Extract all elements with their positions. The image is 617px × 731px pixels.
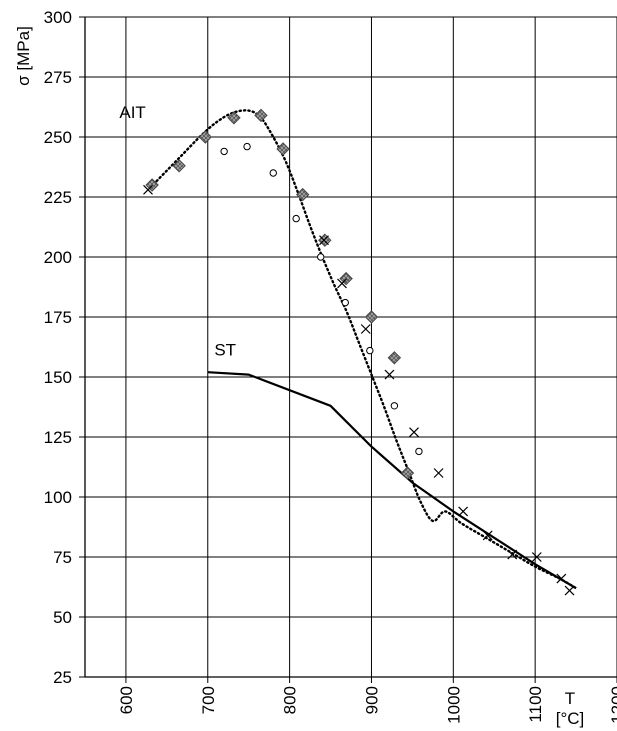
x-axis-unit: [°C]: [556, 709, 585, 728]
x-axis-symbol: T: [565, 689, 575, 708]
marker-diamond: [227, 111, 241, 125]
curve-label-st: ST: [214, 340, 236, 359]
axes: [79, 16, 617, 683]
y-tick-label: 300: [44, 8, 72, 27]
y-tick-label: 75: [53, 548, 72, 567]
curve-label-ait: AIT: [119, 103, 145, 122]
marker-circle: [243, 142, 251, 151]
x-tick-label: 600: [117, 686, 136, 714]
marker-cross: [482, 530, 493, 541]
y-tick-label: 125: [44, 428, 72, 447]
x-tick-label: 1100: [526, 686, 545, 723]
marker-circle: [366, 346, 374, 355]
y-axis-label: σ [MPa]: [14, 26, 33, 86]
x-tick-label: 1000: [444, 686, 463, 724]
marker-cross: [319, 235, 329, 246]
series-line-ait: [149, 109, 578, 590]
marker-diamond: [296, 187, 310, 202]
y-tick-label: 50: [53, 608, 72, 627]
y-tick-label: 25: [53, 668, 72, 687]
marker-cross: [564, 585, 575, 596]
y-tick-label: 200: [44, 248, 72, 267]
marker-cross: [360, 324, 371, 334]
tick-labels: 25 50 75 100 125 150 175 200 225 250 275 300 600 700 8…: [44, 8, 617, 724]
marker-diamond: [198, 130, 213, 144]
x-tick-label: 900: [362, 686, 381, 714]
marker-diamond: [364, 310, 379, 324]
series-markers: [143, 108, 575, 596]
marker-cross: [507, 549, 518, 560]
y-tick-label: 275: [44, 68, 72, 87]
marker-circle: [390, 402, 399, 410]
x-tick-label: 800: [281, 686, 300, 714]
marker-diamond: [172, 159, 186, 173]
series-lines: [149, 109, 578, 590]
marker-circle: [220, 147, 228, 156]
y-tick-label: 225: [44, 188, 72, 207]
y-tick-label: 175: [44, 308, 72, 327]
marker-circle: [317, 253, 325, 261]
marker-circle: [269, 169, 277, 177]
y-tick-label: 150: [44, 368, 72, 387]
marker-cross: [531, 552, 542, 562]
y-tick-label: 100: [44, 488, 72, 507]
marker-diamond: [400, 466, 415, 480]
marker-cross: [556, 573, 567, 584]
grid: [85, 16, 617, 678]
marker-cross: [143, 184, 153, 195]
marker-cross: [458, 506, 469, 517]
x-tick-label: 700: [199, 686, 218, 714]
marker-cross: [433, 468, 444, 478]
marker-diamond: [254, 108, 268, 123]
labels: σ [MPa] T [°C] AIT ST: [14, 26, 584, 728]
marker-diamond: [276, 142, 290, 156]
y-tick-label: 250: [44, 128, 72, 147]
marker-circle: [341, 298, 349, 307]
x-tick-label: 1200: [608, 686, 617, 724]
marker-circle: [415, 447, 423, 456]
marker-circle: [292, 214, 300, 223]
series-line-st: [207, 371, 577, 590]
marker-cross: [409, 427, 419, 438]
marker-cross: [337, 278, 347, 289]
marker-cross: [384, 369, 395, 380]
marker-diamond: [387, 351, 402, 365]
